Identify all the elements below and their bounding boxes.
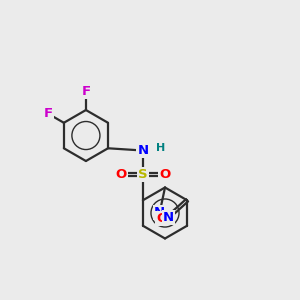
- Text: O: O: [159, 168, 170, 181]
- Text: N: N: [137, 144, 148, 157]
- Text: N: N: [163, 211, 174, 224]
- Text: S: S: [138, 168, 148, 181]
- Text: O: O: [116, 168, 127, 181]
- Text: F: F: [81, 85, 91, 98]
- Text: O: O: [156, 212, 167, 225]
- Text: H: H: [156, 142, 165, 152]
- Text: N: N: [154, 206, 165, 219]
- Text: F: F: [44, 107, 52, 120]
